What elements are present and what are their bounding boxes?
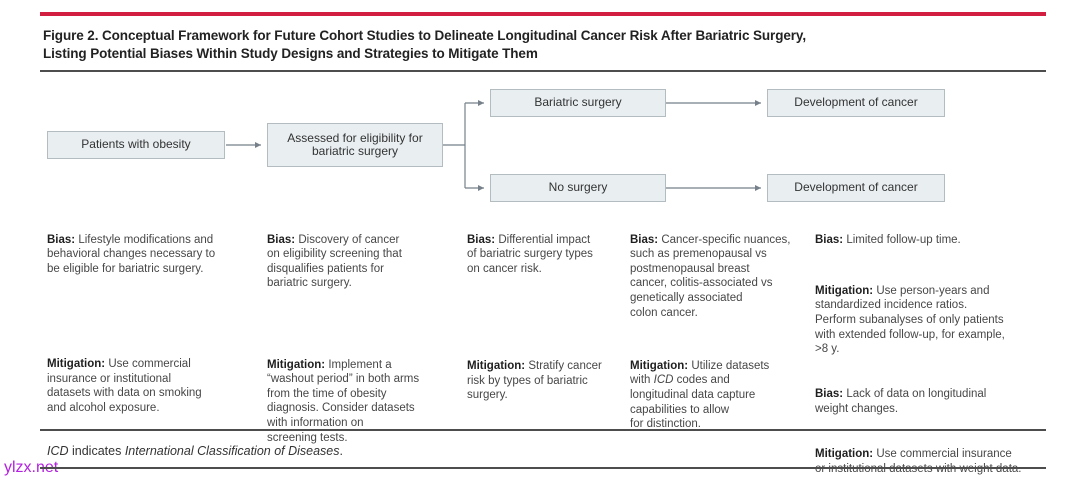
bias-text: Differential impact of bariatric surgery… bbox=[467, 233, 593, 275]
mitigation-text: Utilize datasets with bbox=[630, 359, 770, 387]
bias-block: Bias: Lack of data on longitudinal weigh… bbox=[815, 387, 1065, 416]
mitigation-text: Stratify cancer risk by types of bariatr… bbox=[467, 359, 602, 402]
node-development-of-cancer-bottom: Development of cancer bbox=[767, 174, 945, 202]
mitigation-block: Mitigation: Use person-years and standar… bbox=[815, 284, 1065, 357]
mitigation-label: Mitigation: bbox=[815, 284, 874, 297]
node-assessed-for-eligibility: Assessed for eligibility for bariatric s… bbox=[267, 123, 443, 167]
bias-text: Lack of data on longitudinal weight chan… bbox=[815, 388, 987, 415]
bias-label: Bias: bbox=[47, 233, 76, 246]
mitigation-text: codes and longitudinal data capture capa… bbox=[630, 374, 756, 431]
bias-column-1: Bias: Lifestyle modifications and behavi… bbox=[47, 218, 252, 430]
bias-column-4: Bias: Cancer-specific nuances, such as p… bbox=[630, 218, 812, 446]
bias-label: Bias: bbox=[630, 233, 659, 246]
bias-text: Limited follow-up time. bbox=[846, 233, 961, 246]
bias-column-5: Bias: Limited follow-up time. Mitigation… bbox=[815, 218, 1065, 485]
figure-footnote: ICD indicates International Classificati… bbox=[47, 444, 343, 458]
node-development-of-cancer-top: Development of cancer bbox=[767, 89, 945, 117]
mitigation-text: Use person-years and standardized incide… bbox=[815, 284, 1005, 356]
pre-footnote-rule bbox=[40, 429, 1046, 431]
top-red-rule bbox=[40, 12, 1046, 16]
node-label: Development of cancer bbox=[794, 180, 918, 195]
mitigation-label: Mitigation: bbox=[467, 359, 526, 372]
mitigation-label: Mitigation: bbox=[630, 359, 689, 372]
footnote-text: . bbox=[339, 444, 343, 458]
mitigation-block: Mitigation: Use commercial insurance or … bbox=[815, 447, 1065, 476]
mitigation-block: Mitigation: Utilize datasets with ICD co… bbox=[630, 359, 812, 432]
mitigation-text: Implement a “washout period” in both arm… bbox=[267, 358, 420, 444]
title-underline-rule bbox=[40, 70, 1046, 72]
mitigation-block: Mitigation: Implement a “washout period”… bbox=[267, 358, 462, 446]
footnote-text: indicates bbox=[68, 444, 125, 458]
node-label: Development of cancer bbox=[794, 95, 918, 110]
bias-text: Cancer-specific nuances, such as premeno… bbox=[630, 233, 791, 319]
bias-column-3: Bias: Differential impact of bariatric s… bbox=[467, 218, 627, 417]
node-patients-with-obesity: Patients with obesity bbox=[47, 131, 225, 159]
bias-label: Bias: bbox=[467, 233, 496, 246]
mitigation-label: Mitigation: bbox=[815, 448, 874, 461]
mitigation-label: Mitigation: bbox=[267, 358, 326, 371]
bias-block: Bias: Limited follow-up time. bbox=[815, 233, 1065, 248]
bias-block: Bias: Differential impact of bariatric s… bbox=[467, 233, 627, 277]
figure-title-line2: Listing Potential Biases Within Study De… bbox=[43, 45, 538, 61]
icd-expansion: International Classification of Diseases bbox=[124, 444, 340, 458]
mitigation-label: Mitigation: bbox=[47, 357, 106, 370]
bias-text: Lifestyle modifications and behavioral c… bbox=[47, 233, 216, 275]
bias-label: Bias: bbox=[815, 233, 844, 246]
icd-abbreviation: ICD bbox=[47, 444, 69, 458]
node-label: Bariatric surgery bbox=[534, 95, 622, 110]
node-no-surgery: No surgery bbox=[490, 174, 666, 202]
bias-block: Bias: Cancer-specific nuances, such as p… bbox=[630, 233, 812, 321]
mitigation-block: Mitigation: Stratify cancer risk by type… bbox=[467, 359, 627, 403]
mitigation-text: Use commercial insurance or institutiona… bbox=[47, 357, 202, 414]
mitigation-text: Use commercial insurance or institutiona… bbox=[815, 448, 1022, 475]
bias-column-2: Bias: Discovery of cancer on eligibility… bbox=[267, 218, 462, 460]
node-label: Assessed for eligibility for bariatric s… bbox=[287, 130, 423, 158]
bias-text: Discovery of cancer on eligibility scree… bbox=[267, 233, 402, 290]
node-label: No surgery bbox=[548, 180, 608, 195]
node-bariatric-surgery: Bariatric surgery bbox=[490, 89, 666, 117]
figure-title-line1: Figure 2. Conceptual Framework for Futur… bbox=[43, 28, 806, 43]
bias-block: Bias: Lifestyle modifications and behavi… bbox=[47, 233, 252, 277]
bias-label: Bias: bbox=[267, 233, 296, 246]
bottom-rule bbox=[40, 467, 1046, 469]
bias-label: Bias: bbox=[815, 388, 844, 401]
mitigation-block: Mitigation: Use commercial insurance or … bbox=[47, 357, 252, 415]
node-label: Patients with obesity bbox=[81, 137, 191, 152]
bias-block: Bias: Discovery of cancer on eligibility… bbox=[267, 233, 462, 291]
watermark-text: ylzx.net bbox=[4, 459, 59, 476]
figure-title: Figure 2. Conceptual Framework for Futur… bbox=[43, 27, 806, 62]
icd-abbreviation: ICD bbox=[653, 374, 674, 387]
